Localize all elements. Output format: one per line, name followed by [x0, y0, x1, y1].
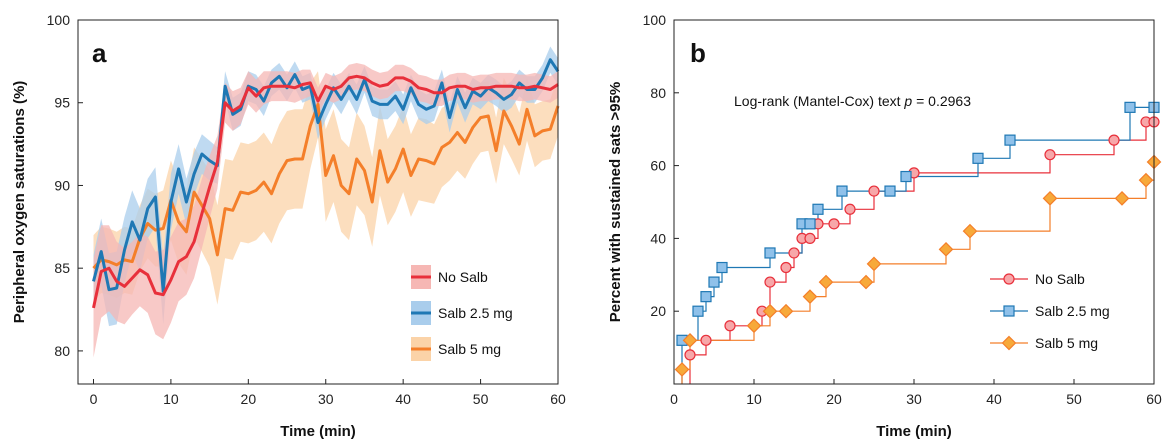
legend-swatch-marker [1003, 305, 1015, 317]
panel-b-y-axis-label: Percent with sustained sats >95% [607, 82, 624, 323]
panel-b-x-axis-label: Time (min) [876, 423, 952, 440]
x-tick-label: 0 [90, 391, 98, 407]
panel-b-x-ticks: 0 10 20 30 40 50 60 [670, 379, 1162, 407]
panel-b-legend: No Salb Salb 2.5 mg Salb 5 mg [990, 271, 1110, 351]
marker-no-salb [724, 320, 736, 332]
marker-no-salb [1108, 134, 1120, 146]
legend-label: Salb 2.5 mg [1035, 303, 1110, 319]
marker-no-salb [764, 276, 776, 288]
x-tick-label: 0 [670, 391, 678, 407]
band-salb-5-mg [93, 71, 558, 305]
y-tick-label: 90 [54, 177, 70, 193]
x-tick-label: 10 [163, 391, 179, 407]
y-tick-label: 60 [650, 158, 666, 174]
y-tick-label: 20 [650, 303, 666, 319]
legend-label: Salb 5 mg [1035, 335, 1098, 351]
marker-salb-5-mg [818, 274, 834, 290]
marker-salb-2-5-mg [716, 261, 728, 274]
marker-salb-5-mg [746, 318, 762, 334]
panel-a-x-axis-label: Time (min) [280, 423, 356, 440]
legend-label: No Salb [1035, 271, 1085, 287]
marker-salb-2-5-mg [836, 185, 848, 197]
marker-no-salb [780, 261, 792, 274]
marker-salb-5-mg [1138, 172, 1154, 188]
marker-no-salb [1044, 149, 1056, 161]
x-tick-label: 30 [906, 391, 922, 407]
legend-label: No Salb [438, 269, 488, 285]
legend-label: Salb 2.5 mg [438, 305, 513, 321]
panel-b-label: b [690, 38, 706, 68]
x-tick-label: 40 [395, 391, 411, 407]
panel-b-y-ticks: 20 40 60 80 100 [643, 12, 679, 319]
marker-no-salb [684, 349, 696, 361]
annotation-prefix: Log-rank (Mantel-Cox) text [734, 93, 904, 109]
marker-no-salb [804, 232, 816, 244]
marker-salb-5-mg [674, 362, 690, 377]
panel-a-series-lines [92, 58, 560, 309]
marker-salb-5-mg [938, 241, 954, 257]
x-tick-label: 50 [1066, 391, 1082, 407]
marker-salb-2-5-mg [1124, 101, 1136, 113]
marker-salb-5-mg [1042, 191, 1058, 206]
y-tick-label: 100 [47, 12, 71, 28]
y-tick-label: 85 [54, 260, 70, 276]
panel-a-y-axis-label: Peripheral oxygen saturations (%) [11, 81, 28, 324]
panel-b-markers [674, 101, 1162, 377]
marker-salb-2-5-mg [804, 218, 816, 230]
marker-no-salb [788, 247, 800, 259]
marker-salb-2-5-mg [700, 291, 712, 303]
x-tick-label: 30 [318, 391, 334, 407]
x-tick-label: 60 [1146, 391, 1162, 407]
x-tick-label: 20 [826, 391, 842, 407]
y-tick-label: 100 [643, 12, 667, 28]
marker-salb-5-mg [802, 289, 818, 304]
marker-salb-5-mg [778, 303, 794, 319]
x-tick-label: 60 [550, 391, 566, 407]
legend-swatch-marker [1003, 273, 1015, 285]
legend-swatch-marker [1001, 335, 1017, 351]
marker-salb-2-5-mg [884, 185, 896, 197]
marker-salb-2-5-mg [708, 276, 720, 288]
series-line-no-salb [92, 74, 559, 309]
marker-salb-2-5-mg [764, 247, 776, 259]
x-tick-label: 40 [986, 391, 1002, 407]
x-tick-label: 10 [746, 391, 762, 407]
marker-salb-2-5-mg [900, 170, 912, 183]
panel-b-chart: 0 10 20 30 40 50 60 20 40 60 80 100 b Time (min) P… [607, 12, 1162, 440]
panel-a-chart: 0 10 20 30 40 50 60 80 85 90 95 100 a Time (min) P… [11, 12, 566, 440]
series-line-salb-2-5-mg [92, 58, 560, 293]
y-tick-label: 95 [54, 95, 70, 111]
panel-b-logrank-annotation: Log-rank (Mantel-Cox) text p = 0.2963 [734, 93, 971, 109]
panel-a-label: a [92, 38, 107, 68]
marker-salb-2-5-mg [812, 203, 824, 215]
marker-no-salb [828, 218, 840, 230]
panel-a-y-ticks: 80 85 90 95 100 [47, 12, 83, 359]
marker-no-salb [844, 203, 856, 215]
marker-salb-5-mg [858, 274, 874, 290]
marker-salb-5-mg [866, 256, 882, 272]
panel-a-frame [77, 19, 559, 385]
x-tick-label: 50 [473, 391, 489, 407]
marker-salb-5-mg [682, 332, 698, 348]
y-tick-label: 80 [650, 85, 666, 101]
marker-salb-5-mg [1114, 191, 1130, 206]
annotation-suffix: = 0.2963 [912, 93, 971, 109]
annotation-p-symbol: p [903, 93, 912, 109]
marker-salb-5-mg [962, 223, 978, 239]
marker-salb-2-5-mg [972, 152, 984, 164]
y-tick-label: 40 [650, 230, 666, 246]
marker-salb-2-5-mg [692, 305, 704, 317]
marker-salb-2-5-mg [1004, 134, 1016, 146]
panel-a-legend: No Salb Salb 2.5 mg Salb 5 mg [411, 265, 513, 361]
panel-a-x-ticks: 0 10 20 30 40 50 60 [90, 379, 566, 407]
y-tick-label: 80 [54, 343, 70, 359]
legend-label: Salb 5 mg [438, 341, 501, 357]
panel-b-frame [673, 19, 1155, 385]
marker-salb-5-mg [762, 303, 778, 319]
marker-no-salb [700, 334, 712, 346]
x-tick-label: 20 [241, 391, 257, 407]
marker-no-salb [868, 185, 880, 197]
